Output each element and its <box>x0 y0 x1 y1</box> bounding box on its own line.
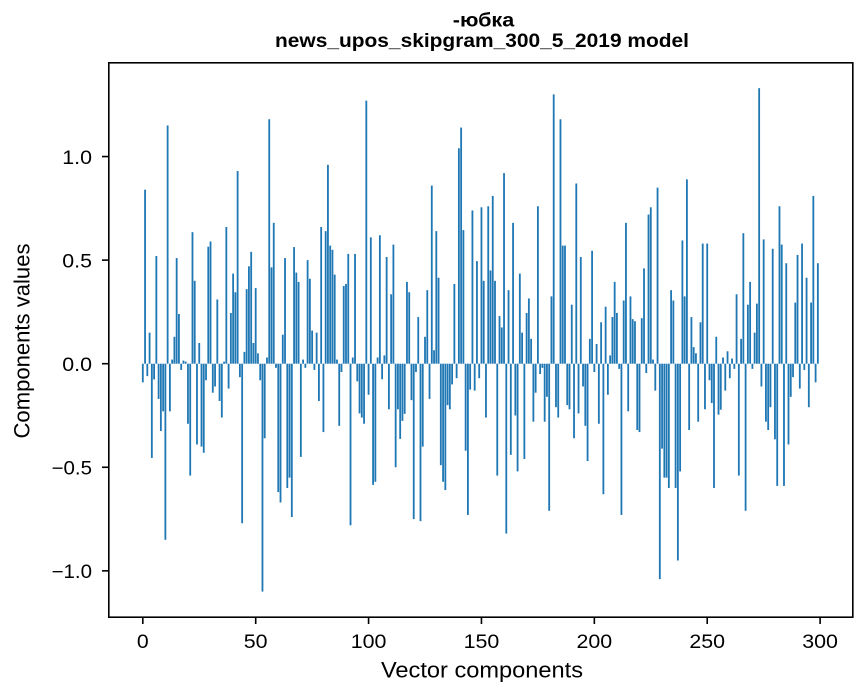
svg-text:-юбка: -юбка <box>453 11 515 32</box>
svg-text:1.0: 1.0 <box>62 148 92 169</box>
svg-text:300: 300 <box>802 632 838 653</box>
svg-text:−1.0: −1.0 <box>52 562 92 583</box>
svg-text:200: 200 <box>576 632 612 653</box>
svg-text:150: 150 <box>464 632 500 653</box>
svg-text:50: 50 <box>244 632 268 653</box>
svg-text:news_upos_skipgram_300_5_2019: news_upos_skipgram_300_5_2019 model <box>275 31 689 52</box>
svg-text:Vector components: Vector components <box>381 657 583 682</box>
svg-text:Components values: Components values <box>10 244 35 439</box>
svg-text:250: 250 <box>689 632 725 653</box>
svg-text:0.0: 0.0 <box>62 355 92 376</box>
svg-text:0: 0 <box>137 632 149 653</box>
svg-text:0.5: 0.5 <box>62 251 92 272</box>
svg-text:100: 100 <box>351 632 387 653</box>
svg-text:−0.5: −0.5 <box>52 458 92 479</box>
